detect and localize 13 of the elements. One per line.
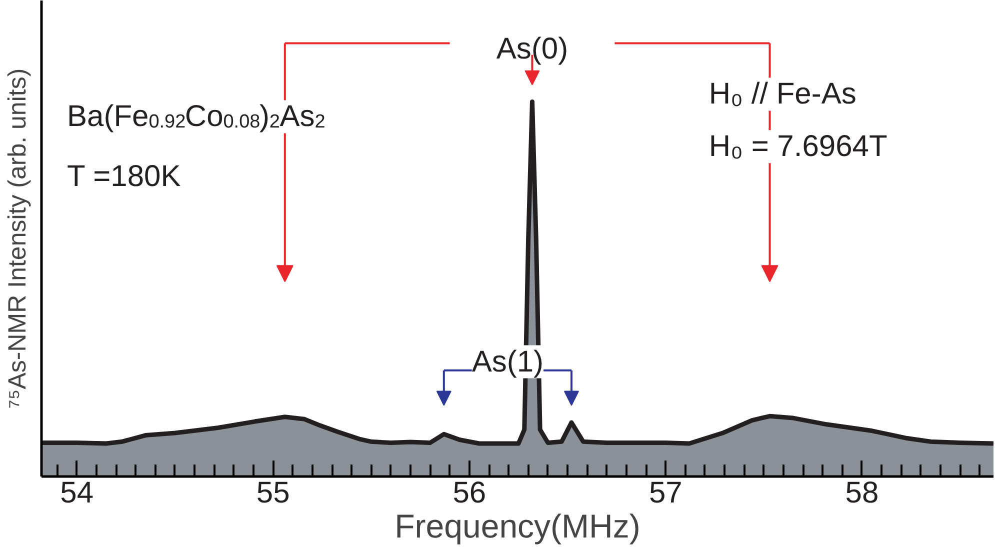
x-tick-label: 55 bbox=[256, 476, 290, 510]
x-tick-label: 54 bbox=[60, 476, 94, 510]
annotation: As(1) bbox=[472, 345, 544, 378]
x-tick-label: 57 bbox=[649, 476, 682, 510]
x-axis-title: Frequency(MHz) bbox=[394, 508, 640, 544]
annotation: T =180K bbox=[67, 160, 181, 194]
annotation: H₀ = 7.6964T bbox=[708, 130, 888, 164]
x-tick-label: 56 bbox=[452, 476, 486, 510]
y-axis-title: ⁷⁵As-NMR Intensity (arb. units) bbox=[4, 68, 32, 409]
annotation: Ba(Fe0.92Co0.08)2As2 bbox=[67, 100, 326, 134]
annotation: H₀ // Fe-As bbox=[708, 78, 856, 111]
annotation: As(0) bbox=[496, 32, 568, 66]
x-tick-label: 58 bbox=[845, 476, 879, 510]
